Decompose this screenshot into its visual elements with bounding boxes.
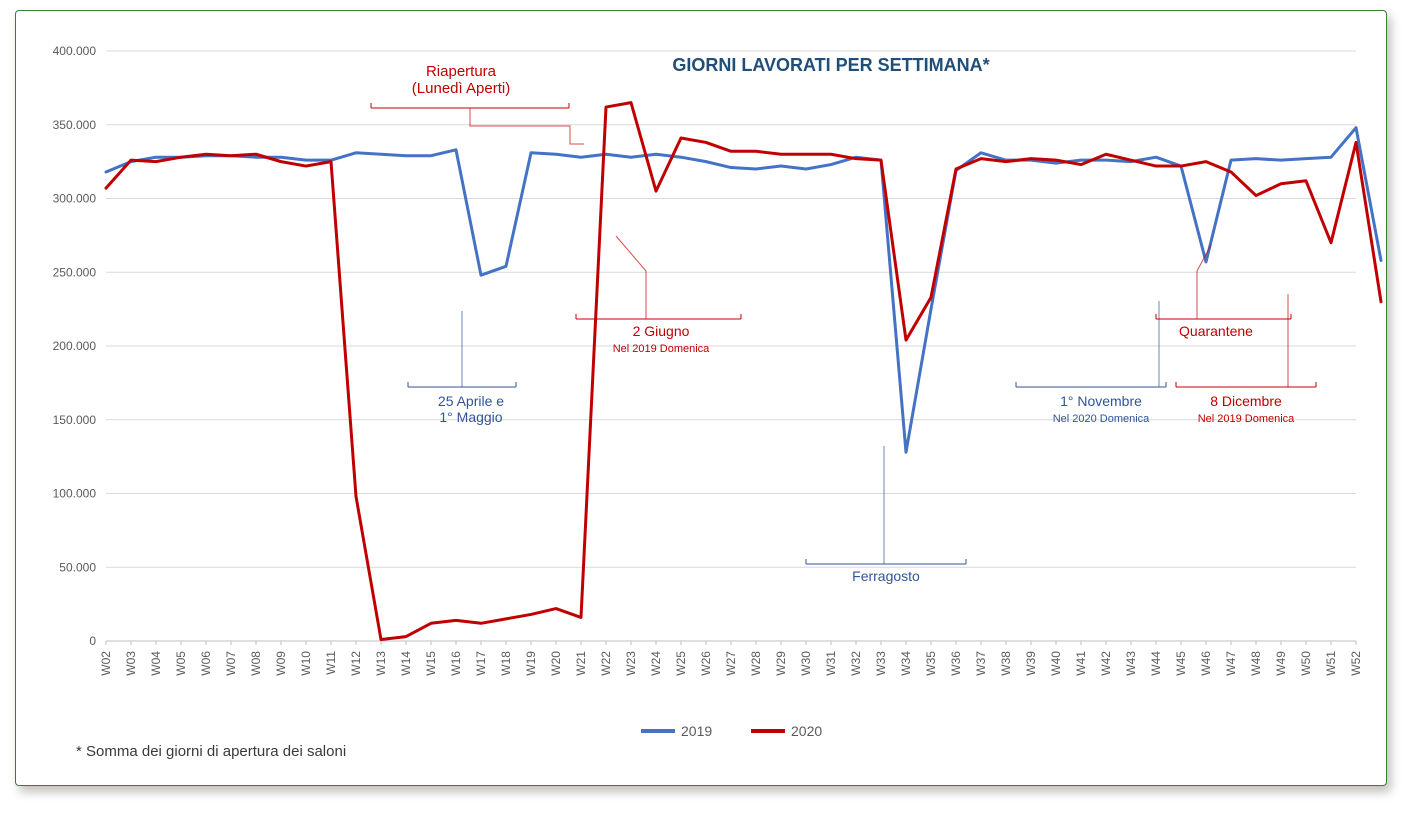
x-tick-label: W48 [1249,651,1263,676]
x-tick-label: W33 [874,651,888,676]
x-tick-label: W30 [799,651,813,676]
x-tick-label: W31 [824,651,838,676]
y-tick-label: 300.000 [53,192,97,206]
x-tick-label: W11 [324,651,338,675]
x-tick-label: W45 [1174,651,1188,676]
x-tick-label: W52 [1349,651,1363,676]
y-tick-label: 350.000 [53,118,97,132]
x-tick-label: W43 [1124,651,1138,676]
x-tick-label: W18 [499,651,513,676]
x-tick-label: W39 [1024,651,1038,676]
x-tick-label: W03 [124,651,138,676]
gridlines [106,51,1356,641]
annotation-label: 2 Giugno [633,323,690,339]
x-tick-label: W44 [1149,651,1163,676]
annotation-novembre: 1° Novembre Nel 2020 Domenica [1016,301,1166,425]
x-tick-label: W10 [299,651,313,676]
y-tick-label: 400.000 [53,44,97,58]
annotation-riapertura: Riapertura(Lunedì Aperti) [371,63,584,144]
x-tick-label: W51 [1324,651,1338,676]
y-tick-label: 50.000 [59,560,96,574]
y-tick-label: 150.000 [53,413,97,427]
x-tick-label: W05 [174,651,188,676]
x-tick-label: W35 [924,651,938,676]
x-tick-label: W04 [149,651,163,676]
annotation-label: 8 Dicembre [1210,393,1282,409]
annotation-ferragosto: Ferragosto [806,446,966,584]
annotation-aprile-maggio: 25 Aprile e1° Maggio [408,311,516,425]
legend-label: 2020 [791,723,822,739]
x-tick-label: W13 [374,651,388,676]
x-tick-label: W28 [749,651,763,676]
x-axis-labels: W02 W03 W04 W05 W06 W07 W08 W09 W10 W11 W12 W13 W14 W… [99,641,1363,676]
x-tick-label: W23 [624,651,638,676]
x-tick-label: W42 [1099,651,1113,676]
x-tick-label: W38 [999,651,1013,676]
annotation-due-giugno: 2 Giugno Nel 2019 Domenica [576,236,741,355]
x-tick-label: W46 [1199,651,1213,676]
x-tick-label: W36 [949,651,963,676]
x-tick-label: W49 [1274,651,1288,676]
x-tick-label: W29 [774,651,788,676]
annotation-label: 1° Novembre [1060,393,1142,409]
x-tick-label: W17 [474,651,488,676]
annotation-label: Quarantene [1179,323,1253,339]
annotation-label: Ferragosto [852,568,920,584]
annotation-label: Riapertura [426,63,497,80]
annotation-quarantene: Quarantene [1156,245,1291,339]
x-tick-label: W25 [674,651,688,676]
legend: 2019 2020 [641,723,822,739]
line-chart: GIORNI LAVORATI PER SETTIMANA* 0 50.000 100… [16,11,1388,787]
y-tick-label: 200.000 [53,339,97,353]
x-tick-label: W47 [1224,651,1238,676]
x-tick-label: W32 [849,651,863,676]
y-tick-label: 250.000 [53,265,97,279]
x-tick-label: W15 [424,651,438,676]
annotation-sublabel: Nel 2019 Domenica [613,343,710,355]
x-tick-label: W02 [99,651,113,676]
x-tick-label: W40 [1049,651,1063,676]
x-tick-label: W14 [399,651,413,676]
annotation-sublabel: Nel 2020 Domenica [1053,413,1150,425]
annotation-label: 25 Aprile e [438,393,504,409]
x-tick-label: W41 [1074,651,1088,676]
x-tick-label: W50 [1299,651,1313,676]
chart-footnote: * Somma dei giorni di apertura dei salon… [76,743,346,760]
annotation-label: 1° Maggio [439,409,502,425]
annotation-label: (Lunedì Aperti) [412,80,510,97]
series-2019 [106,128,1381,453]
x-tick-label: W22 [599,651,613,676]
x-tick-label: W16 [449,651,463,676]
x-tick-label: W34 [899,651,913,676]
annotation-sublabel: Nel 2019 Domenica [1198,413,1295,425]
x-tick-label: W09 [274,651,288,676]
x-tick-label: W26 [699,651,713,676]
x-tick-label: W20 [549,651,563,676]
x-tick-label: W12 [349,651,363,676]
chart-title: GIORNI LAVORATI PER SETTIMANA* [672,55,989,75]
x-tick-label: W24 [649,651,663,676]
x-tick-label: W37 [974,651,988,676]
x-tick-label: W07 [224,651,238,676]
x-tick-label: W06 [199,651,213,676]
x-tick-label: W19 [524,651,538,676]
y-tick-label: 0 [89,634,96,648]
x-tick-label: W08 [249,651,263,676]
x-tick-label: W21 [574,651,588,676]
series-2020 [106,103,1381,640]
legend-label: 2019 [681,723,712,739]
y-tick-label: 100.000 [53,487,97,501]
x-tick-label: W27 [724,651,738,676]
